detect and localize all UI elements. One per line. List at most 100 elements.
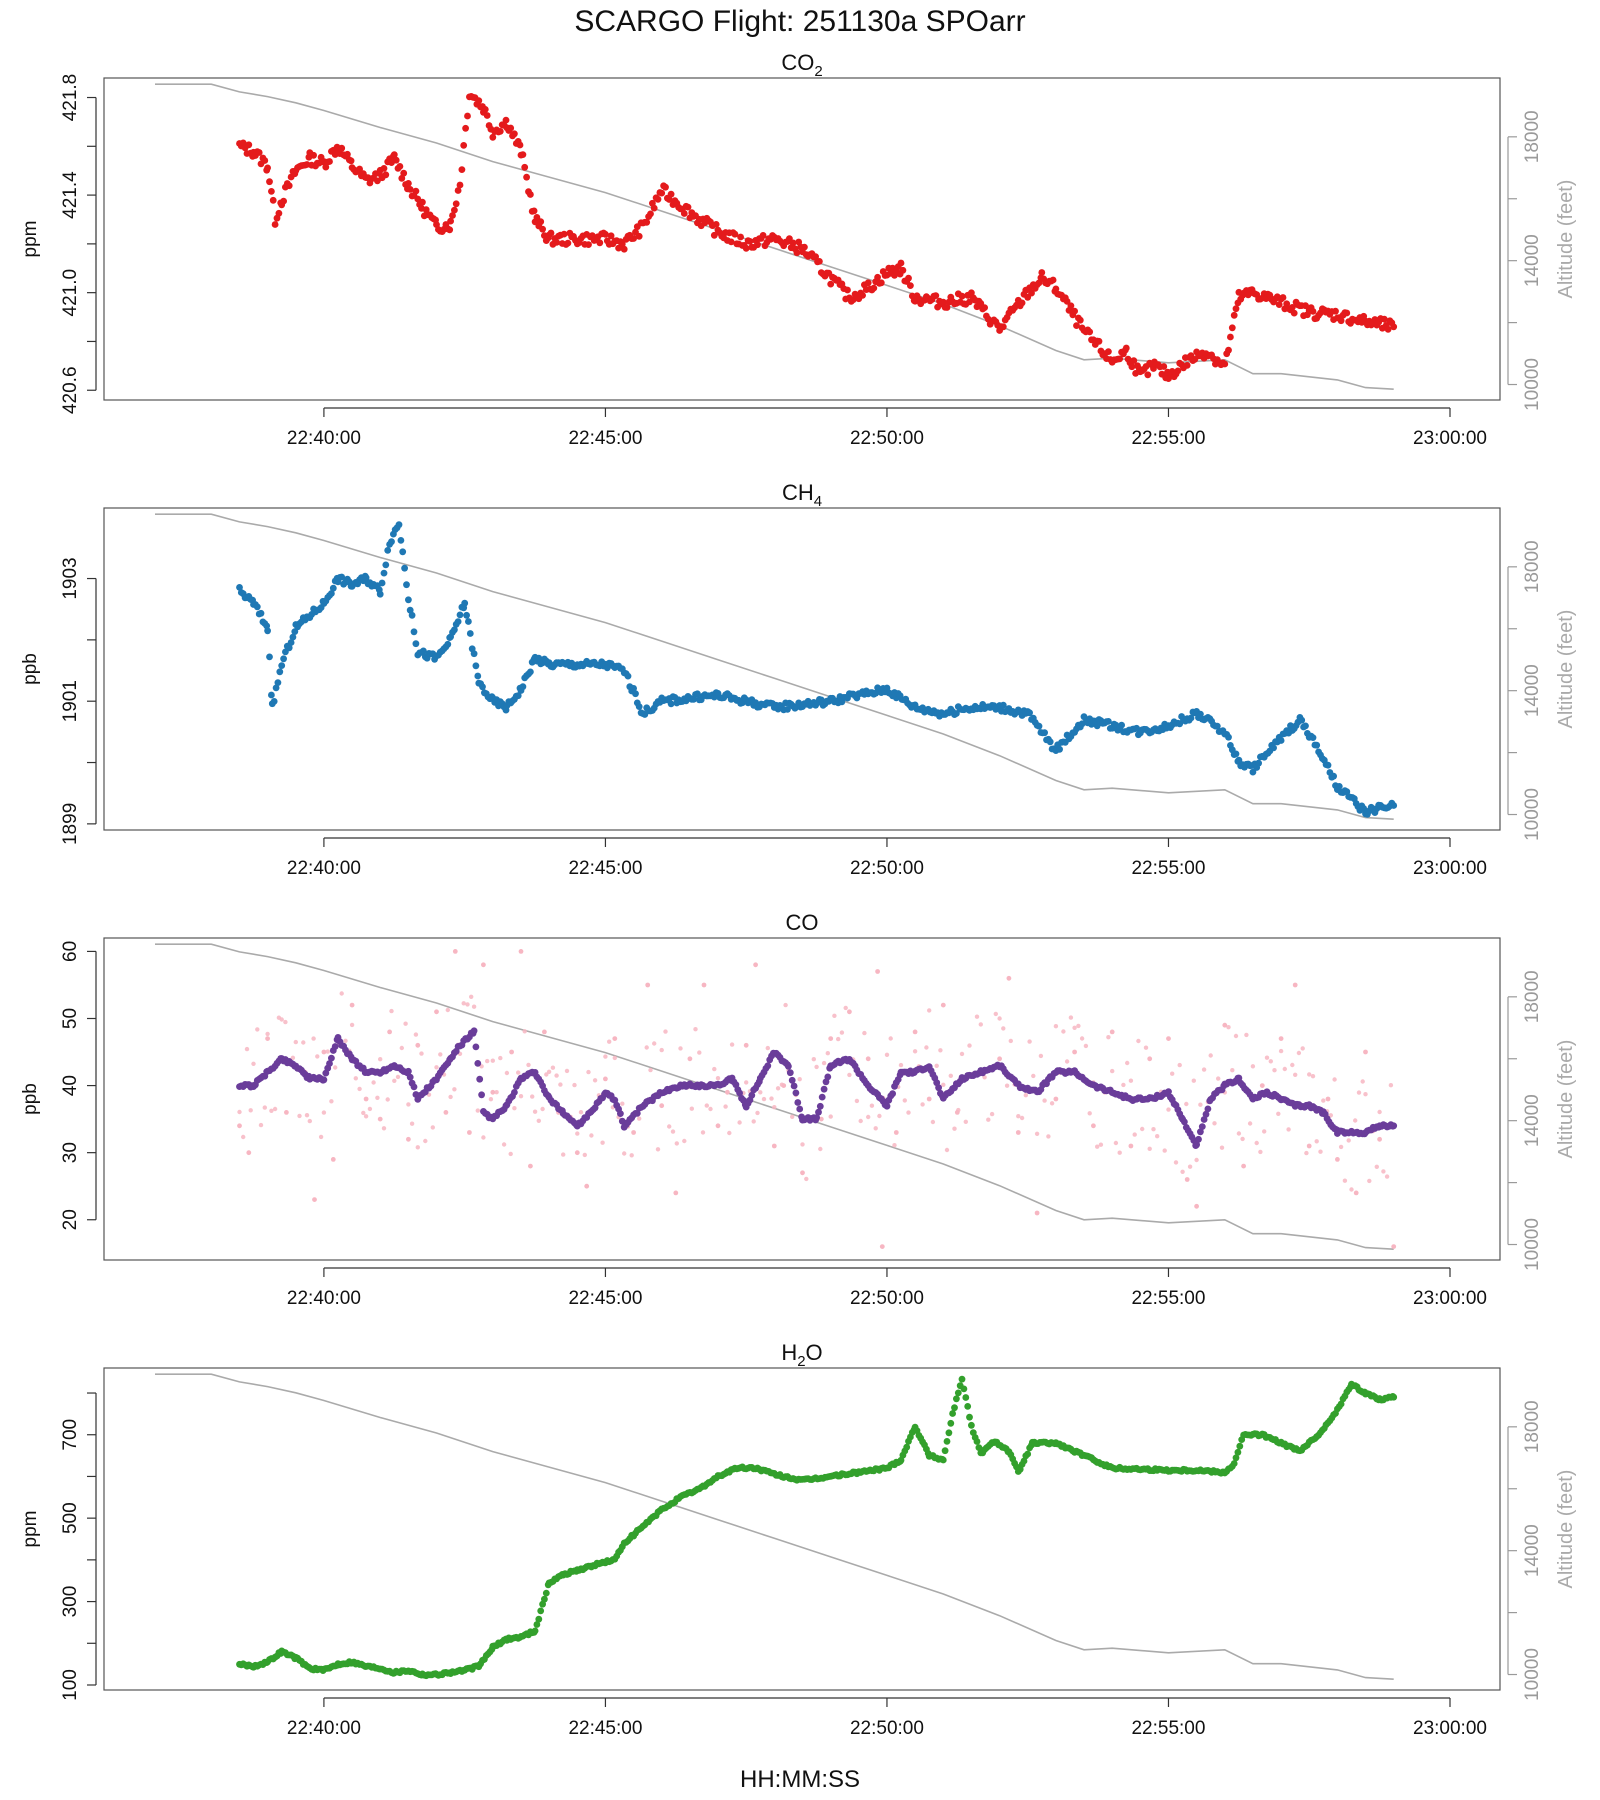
co2-point: [643, 218, 651, 226]
co-raw-point: [488, 1097, 494, 1102]
h2o-point: [941, 1447, 949, 1455]
co-raw-point: [389, 1008, 394, 1014]
co2-point: [1288, 304, 1296, 311]
co-raw-point: [854, 1098, 860, 1104]
co-raw-point: [1019, 1115, 1025, 1121]
co-point: [790, 1082, 798, 1090]
ch4-point: [1197, 710, 1204, 718]
y-tick-label: 40: [60, 1075, 81, 1096]
co-raw-point: [575, 1131, 580, 1136]
co2-point: [405, 180, 412, 187]
co-raw-point: [755, 1110, 760, 1116]
co-raw-point: [1353, 1118, 1358, 1123]
ch4-point: [472, 662, 480, 670]
co-raw-point: [582, 1152, 587, 1158]
co-raw-point: [1216, 1076, 1221, 1081]
co-raw-point: [847, 1072, 852, 1078]
co-raw-point: [293, 1039, 298, 1045]
co-raw-point: [927, 1008, 932, 1013]
co2-point: [1302, 302, 1309, 310]
ch4-point: [1046, 738, 1054, 746]
co-raw-point: [884, 1052, 890, 1058]
co-raw-point: [743, 1042, 749, 1048]
co2-point: [547, 229, 555, 237]
co2-point: [537, 218, 545, 226]
co2-point: [539, 225, 546, 233]
ch4-point: [667, 700, 675, 708]
co-raw-point: [461, 1001, 466, 1006]
co-point: [617, 1110, 624, 1117]
co2-point: [665, 196, 673, 203]
co-raw-point: [1198, 1102, 1203, 1107]
y-tick-label: 20: [60, 1209, 81, 1230]
co-raw-point: [836, 1036, 841, 1042]
ch4-point: [412, 640, 420, 648]
x-tick-label: 22:40:00: [287, 1288, 361, 1309]
co2-point: [280, 197, 287, 205]
co2-point: [897, 259, 905, 267]
co-raw-point: [490, 1058, 495, 1063]
co-raw-point: [1180, 1169, 1185, 1175]
co2-point: [816, 258, 823, 265]
co-raw-point: [693, 1027, 698, 1032]
co2-point: [981, 304, 988, 311]
co2-point: [1035, 279, 1043, 287]
co2-point: [451, 206, 458, 214]
co-raw-point: [1106, 1035, 1111, 1040]
co-raw-point: [843, 1005, 848, 1011]
co-raw-point: [727, 1130, 732, 1136]
co-raw-point: [325, 1049, 330, 1054]
co2-point: [899, 266, 907, 274]
ch4-point: [403, 581, 410, 589]
co-raw-point: [869, 1103, 875, 1108]
co-raw-point: [1201, 1067, 1207, 1072]
altitude-tick-label: 10000: [1522, 788, 1543, 841]
h2o-point: [954, 1389, 962, 1397]
co2-point: [1076, 316, 1084, 324]
co-raw-point: [926, 1096, 932, 1102]
co-raw-point: [297, 1113, 302, 1119]
ch4-point: [338, 573, 346, 581]
co2-point: [680, 210, 688, 217]
co-raw-point: [1272, 1068, 1277, 1073]
co2-point: [1063, 298, 1071, 305]
co-raw-point: [564, 1068, 570, 1074]
co-raw-point: [1384, 1174, 1390, 1179]
plot-frame: [103, 77, 1501, 401]
co-raw-point: [1046, 1134, 1051, 1139]
co2-point: [326, 158, 333, 165]
co-raw-point: [645, 982, 651, 988]
co2-point: [447, 217, 454, 225]
co-raw-point: [415, 1145, 420, 1150]
co-raw-point: [888, 1036, 893, 1041]
co-raw-point: [1212, 1121, 1217, 1126]
ch4-point: [535, 654, 543, 662]
co-raw-point: [1128, 1078, 1134, 1083]
ch4-point: [388, 538, 395, 546]
co-raw-point: [775, 1086, 781, 1091]
co2-point: [412, 187, 420, 195]
co-raw-point: [1034, 1131, 1040, 1137]
co-raw-point: [858, 1118, 863, 1124]
co-raw-point: [1128, 1143, 1134, 1149]
co2-point: [322, 163, 330, 171]
co-raw-point: [978, 1022, 983, 1027]
co2-point: [553, 239, 560, 246]
co-point: [1235, 1074, 1243, 1082]
co-raw-point: [357, 1086, 362, 1092]
co-raw-point: [1117, 1150, 1122, 1155]
co-raw-point: [395, 1074, 401, 1080]
co2-point: [516, 141, 524, 149]
x-tick-label: 22:45:00: [568, 858, 642, 879]
co2-point: [1049, 276, 1057, 284]
co-raw-point: [797, 1077, 802, 1082]
co2-point: [458, 166, 466, 174]
co2-point: [874, 273, 881, 281]
co2-point: [710, 231, 718, 239]
ch4-point: [519, 683, 527, 691]
co-raw-point: [1162, 1148, 1167, 1153]
h2o-point: [966, 1413, 973, 1421]
co2-point: [602, 230, 609, 238]
co-raw-point: [1027, 1039, 1032, 1044]
co2-point: [398, 174, 406, 182]
